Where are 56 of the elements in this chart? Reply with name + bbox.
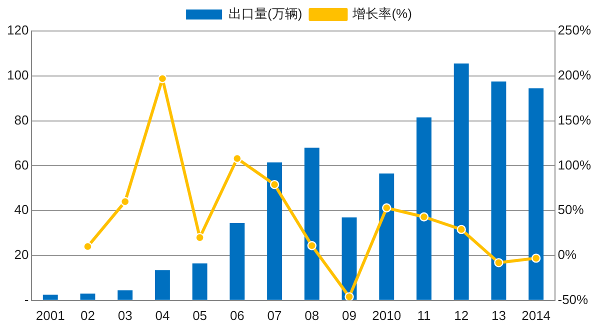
x-tick-label: 03 <box>118 308 132 323</box>
y2-tick-label: 100% <box>558 157 592 172</box>
legend-label: 出口量(万辆) <box>228 6 302 22</box>
y-tick-label: 60 <box>14 157 29 172</box>
point <box>456 224 466 234</box>
bar <box>491 82 506 300</box>
bar <box>304 148 320 300</box>
x-tick-label: 11 <box>417 308 431 323</box>
point <box>382 203 392 213</box>
bar <box>528 88 544 300</box>
point <box>195 232 204 242</box>
x-tick-label: 06 <box>230 308 244 323</box>
bar <box>267 162 282 300</box>
y2-tick-label: 50% <box>558 202 584 218</box>
x-tick-label: 2010 <box>372 308 402 323</box>
y-tick-label: 40 <box>14 202 29 218</box>
y-tick-label: 100 <box>6 67 29 82</box>
y-tick-label: 80 <box>14 112 29 128</box>
bar <box>80 294 96 300</box>
x-tick-label: 12 <box>454 308 469 323</box>
bar <box>154 270 170 300</box>
bar <box>42 294 58 300</box>
y2-tick-label: 150% <box>558 112 592 128</box>
y2-tick-label: 250% <box>558 22 592 38</box>
x-tick-label: 2001 <box>36 308 65 323</box>
point <box>120 197 130 206</box>
x-tick-label: 05 <box>192 308 208 323</box>
y-tick-label: 20 <box>14 247 29 262</box>
point <box>232 154 242 164</box>
point <box>419 212 429 222</box>
point <box>531 254 541 263</box>
point <box>307 241 316 250</box>
y-tick-label: 120 <box>6 22 29 38</box>
point <box>494 258 504 268</box>
bar <box>192 263 208 300</box>
bar <box>118 290 133 300</box>
bar <box>379 174 394 300</box>
x-tick-label: 08 <box>304 308 320 323</box>
point <box>158 74 168 84</box>
x-tick-label: 09 <box>342 308 356 323</box>
y2-tick-label: -50% <box>558 292 589 307</box>
y-tick-label: - <box>24 292 29 307</box>
point <box>270 180 280 190</box>
y2-tick-label: 200% <box>558 67 592 82</box>
x-tick-label: 2014 <box>522 308 551 323</box>
bar <box>454 64 469 300</box>
bar <box>230 222 245 300</box>
point <box>344 292 354 300</box>
point <box>83 242 92 252</box>
x-tick-label: 02 <box>80 308 95 323</box>
x-tick-label: 07 <box>267 308 282 323</box>
y2-tick-label: 0% <box>558 247 577 262</box>
x-tick-label: 04 <box>155 308 170 323</box>
bar <box>416 117 432 300</box>
x-tick-label: 13 <box>491 308 506 323</box>
legend-label: 增长率(%) <box>352 6 412 22</box>
